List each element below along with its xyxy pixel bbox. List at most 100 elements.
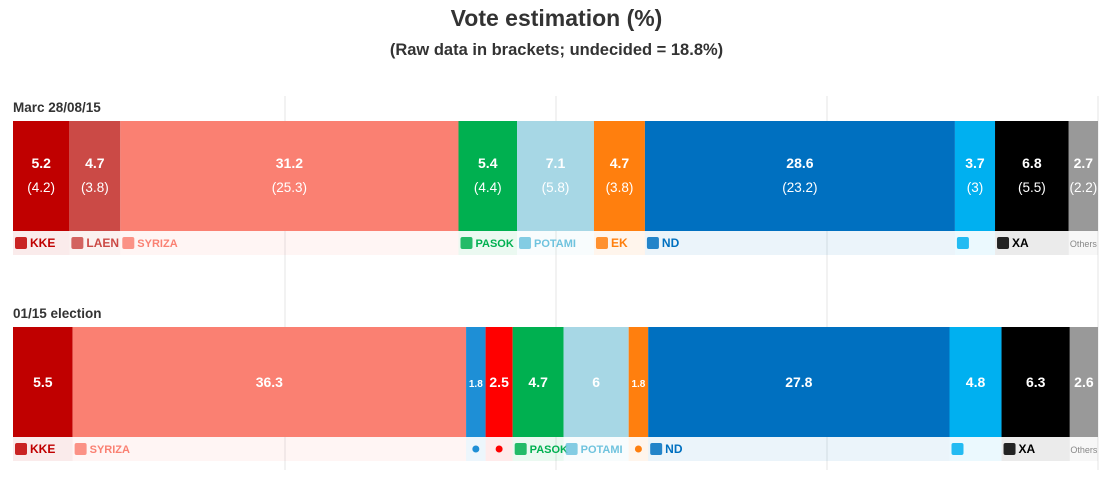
value-label: 2.5 <box>489 374 509 390</box>
bar-ek <box>628 327 649 437</box>
party-logo-icon <box>595 237 608 249</box>
raw-label: (25.3) <box>272 180 307 195</box>
value-label: 5.4 <box>478 155 498 171</box>
bar-pasok <box>458 121 518 231</box>
value-label: 4.8 <box>966 374 986 390</box>
group-label: 01/15 election <box>13 306 102 321</box>
bar-potami <box>517 121 594 231</box>
raw-label: (23.2) <box>782 180 817 195</box>
strip-syriza <box>72 437 467 461</box>
group-label: Marc 28/08/15 <box>13 100 101 115</box>
strip-nd <box>644 231 955 255</box>
value-label: 1.8 <box>469 379 483 390</box>
raw-label: (3.8) <box>81 180 109 195</box>
party-logo-icon <box>646 237 659 249</box>
value-label: 5.5 <box>33 374 53 390</box>
party-logo-icon <box>519 237 532 249</box>
party-label: SYRIZA <box>137 238 177 250</box>
strip-nd <box>648 437 950 461</box>
value-label: 5.2 <box>31 155 51 171</box>
raw-label: (2.2) <box>1069 180 1097 195</box>
strip-syriza <box>120 231 459 255</box>
bar-anel <box>954 121 996 231</box>
value-label: 4.7 <box>610 155 630 171</box>
party-label: Others <box>1070 445 1098 455</box>
party-label: POTAMI <box>534 238 576 250</box>
party-logo-icon <box>650 443 663 455</box>
party-label: ND <box>662 236 680 250</box>
raw-label: (5.8) <box>542 180 570 195</box>
party-logo-icon <box>565 443 578 455</box>
value-label: 2.6 <box>1074 374 1094 390</box>
party-label: EK <box>611 236 628 250</box>
bar-nd <box>648 327 950 437</box>
bar-dimar-light <box>466 327 486 437</box>
party-label: XA <box>1012 236 1029 250</box>
value-label: 2.7 <box>1074 155 1094 171</box>
party-logo-icon <box>74 443 87 455</box>
party-logo-icon <box>472 445 480 453</box>
party-label: Others <box>1070 239 1098 249</box>
value-label: 6 <box>592 374 600 390</box>
value-label: 31.2 <box>276 155 303 171</box>
bar-kke <box>13 327 73 437</box>
value-label: 1.8 <box>631 379 645 390</box>
party-label: SYRIZA <box>90 444 130 456</box>
party-logo-icon <box>956 237 969 249</box>
value-label: 27.8 <box>785 374 812 390</box>
strip-others <box>1069 437 1098 461</box>
bar-ek <box>593 121 645 231</box>
chart-title: Vote estimation (%) <box>450 5 663 31</box>
raw-label: (4.4) <box>474 180 502 195</box>
party-logo-icon <box>997 237 1010 249</box>
value-label: 6.8 <box>1022 155 1042 171</box>
party-label: PASOK <box>475 238 513 250</box>
value-label: 4.7 <box>528 374 548 390</box>
value-label: 6.3 <box>1026 374 1046 390</box>
party-label: KKE <box>30 442 55 456</box>
value-label: 3.7 <box>965 155 985 171</box>
bar-xa <box>995 121 1069 231</box>
party-logo-icon <box>1003 443 1016 455</box>
group-0: Marc 28/08/15 5.2 (4.2) KKE 4.7 (3.8) LAEN 31.2… <box>13 100 1098 255</box>
bar-xa <box>1001 327 1070 437</box>
value-label: 7.1 <box>546 155 566 171</box>
bar-others <box>1068 121 1098 231</box>
party-logo-icon <box>514 443 527 455</box>
party-logo-icon <box>71 237 84 249</box>
raw-label: (5.5) <box>1018 180 1046 195</box>
chart-subtitle: (Raw data in brackets; undecided = 18.8%… <box>389 41 724 59</box>
party-logo-icon <box>15 443 27 455</box>
party-logo-icon <box>495 445 503 453</box>
bar-kke <box>13 121 70 231</box>
bar-others <box>1069 327 1098 437</box>
bar-potami <box>563 327 629 437</box>
bar-syriza <box>72 327 467 437</box>
bar-laen <box>69 121 121 231</box>
party-label: POTAMI <box>581 444 623 456</box>
party-logo-icon <box>951 443 964 455</box>
value-label: 36.3 <box>256 374 283 390</box>
raw-label: (3.8) <box>606 180 634 195</box>
party-label: ND <box>665 442 683 456</box>
value-label: 4.7 <box>85 155 105 171</box>
strip-others <box>1068 231 1098 255</box>
bar-nd <box>644 121 955 231</box>
bar-pasok <box>512 327 564 437</box>
raw-label: (3) <box>967 180 984 195</box>
raw-label: (4.2) <box>27 180 55 195</box>
party-label: XA <box>1019 442 1036 456</box>
party-logo-icon <box>460 237 473 249</box>
party-label: KKE <box>30 236 55 250</box>
value-label: 28.6 <box>786 155 813 171</box>
party-logo-icon <box>15 237 27 249</box>
bar-syriza <box>120 121 459 231</box>
party-logo-icon <box>634 445 642 453</box>
group-1: 01/15 election 5.5 KKE 36.3 SYRIZA 1.8 2.5 4.7 P… <box>13 306 1098 461</box>
party-label: LAEN <box>86 236 119 250</box>
bar-dimar <box>485 327 513 437</box>
bar-anel <box>949 327 1002 437</box>
party-label: PASOK <box>530 444 568 456</box>
party-logo-icon <box>122 237 135 249</box>
